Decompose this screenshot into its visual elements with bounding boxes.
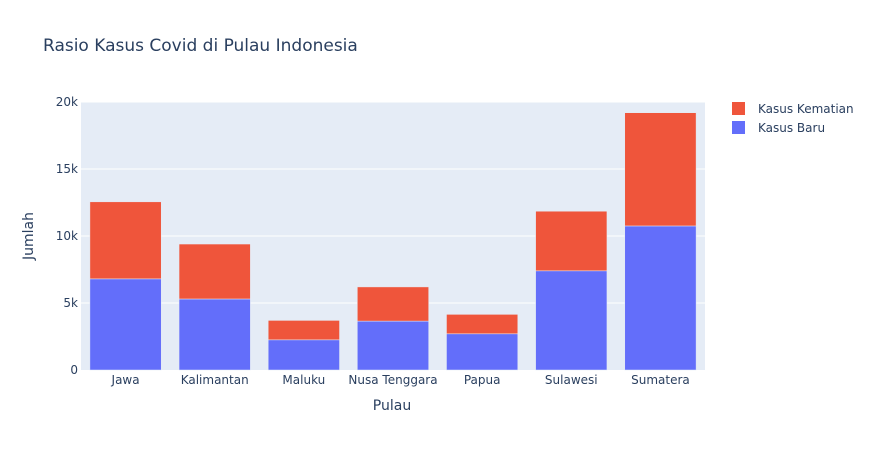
bar-kasus-baru[interactable] <box>89 278 162 371</box>
chart-title: Rasio Kasus Covid di Pulau Indonesia <box>43 36 358 56</box>
legend-swatch <box>732 121 745 134</box>
bar-kasus-kematian[interactable] <box>89 201 162 280</box>
x-tick-label: Papua <box>464 373 501 387</box>
bar-kasus-baru[interactable] <box>357 320 429 371</box>
bar-kasus-kematian[interactable] <box>178 243 251 300</box>
y-axis-label: Jumlah <box>21 212 37 261</box>
y-tick-label: 20k <box>56 95 78 109</box>
legend-swatch <box>732 102 745 115</box>
x-tick-label: Maluku <box>282 373 325 387</box>
y-axis-ticks: 0 5k 10k 15k 20k <box>56 95 78 377</box>
bar-kasus-baru[interactable] <box>535 270 608 371</box>
x-tick-label: Jawa <box>111 373 140 387</box>
x-tick-label: Nusa Tenggara <box>348 373 437 387</box>
x-axis-ticks: Jawa Kalimantan Maluku Nusa Tenggara Papua Su… <box>111 373 690 387</box>
y-tick-label: 0 <box>70 363 78 377</box>
y-tick-label: 15k <box>56 162 78 176</box>
legend-label: Kasus Kematian <box>758 102 854 116</box>
bar-kasus-baru[interactable] <box>267 339 340 371</box>
legend-item[interactable]: Kasus Baru <box>732 121 825 135</box>
y-tick-label: 10k <box>56 229 78 243</box>
bar-kasus-baru[interactable] <box>178 298 251 371</box>
bar-kasus-baru[interactable] <box>624 225 697 371</box>
x-tick-label: Sulawesi <box>545 373 598 387</box>
legend-item[interactable]: Kasus Kematian <box>732 102 854 116</box>
y-tick-label: 5k <box>63 296 78 310</box>
bar-kasus-kematian[interactable] <box>624 112 697 227</box>
x-tick-label: Kalimantan <box>181 373 249 387</box>
bar-kasus-kematian[interactable] <box>535 210 608 272</box>
legend-label: Kasus Baru <box>758 121 825 135</box>
bar-kasus-kematian[interactable] <box>267 320 340 341</box>
bar-kasus-kematian[interactable] <box>446 314 519 335</box>
bar-kasus-kematian[interactable] <box>357 286 429 322</box>
bar-kasus-baru[interactable] <box>446 333 519 371</box>
legend[interactable]: Kasus Kematian Kasus Baru <box>732 102 854 135</box>
x-tick-label: Sumatera <box>631 373 690 387</box>
x-axis-label: Pulau <box>373 398 411 414</box>
bars <box>89 112 697 371</box>
